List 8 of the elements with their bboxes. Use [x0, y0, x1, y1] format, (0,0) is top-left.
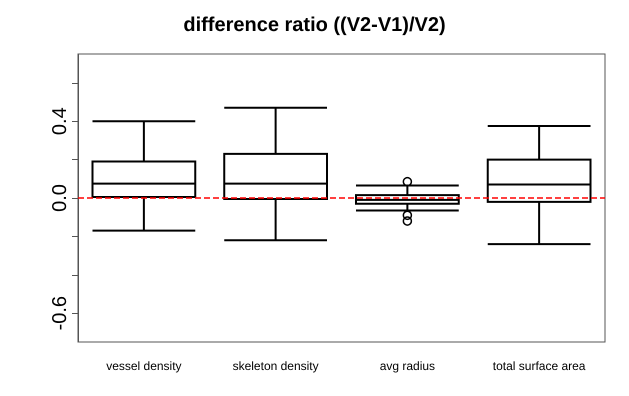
x-tick-label: vessel density — [106, 359, 182, 373]
x-tick-label: total surface area — [492, 359, 586, 373]
x-tick-label: skeleton density — [232, 359, 319, 373]
y-tick-label: -0.6 — [49, 296, 71, 330]
y-tick-label: 0.0 — [49, 184, 71, 212]
x-tick-label: avg radius — [380, 359, 436, 373]
y-tick-label: 0.4 — [49, 107, 71, 136]
chart-title: difference ratio ((V2-V1)/V2) — [183, 14, 446, 36]
